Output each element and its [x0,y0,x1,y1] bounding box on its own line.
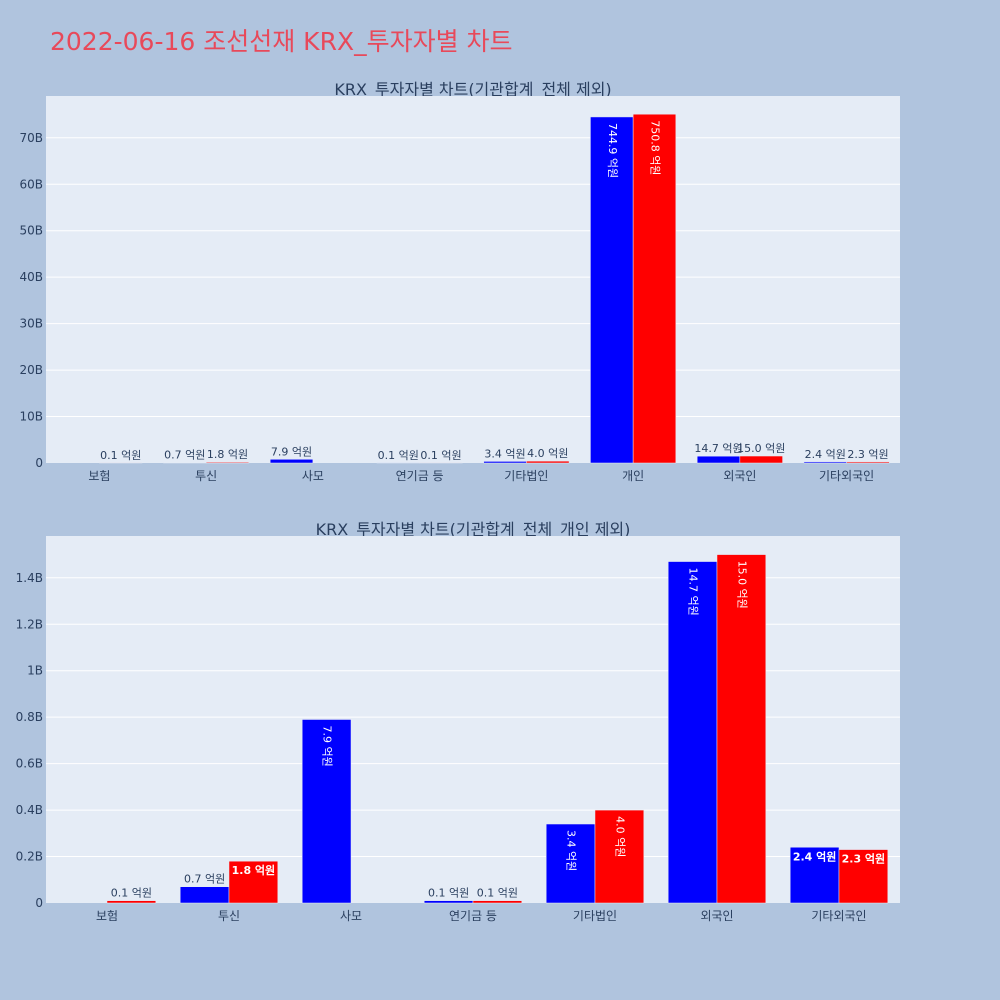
y-tick-label: 1B [27,664,43,678]
y-tick-label: 0.6B [16,757,43,771]
y-tick-label: 40B [19,270,43,284]
page-title: 2022-06-16 조선선재 KRX_투자자별 차트 [50,27,513,56]
x-tick-label: 기타외국인 [811,909,866,923]
x-tick-label: 사모 [302,469,324,483]
bar-label: 0.1 억원 [428,887,469,900]
y-tick-label: 70B [19,131,43,145]
y-tick-label: 30B [19,317,43,331]
plot-area [46,536,900,903]
bar-a [179,886,230,904]
x-tick-label: 투신 [195,469,217,483]
y-tick-label: 1.2B [16,617,43,631]
bar-b [838,849,889,904]
bar-b [594,809,645,904]
bar-a [483,461,527,464]
bar-a [789,847,840,904]
bar-b [846,461,890,464]
bar-label: 0.1 억원 [378,449,419,462]
y-tick-label: 0 [35,896,43,910]
bar-b [716,554,767,904]
x-tick-label: 투신 [218,909,240,923]
y-tick-label: 0.4B [16,803,43,817]
bar-a [269,459,314,464]
bar-label: 7.9 억원 [321,726,334,767]
y-tick-label: 0 [35,456,43,470]
y-tick-label: 0.2B [16,850,43,864]
x-tick-label: 보험 [88,469,110,483]
bar-label: 750.8 억원 [648,120,661,175]
bar-label: 4.0 억원 [613,816,626,857]
y-tick-label: 60B [19,177,43,191]
bar-label: 7.9 억원 [271,445,312,458]
bar-label: 0.1 억원 [111,887,152,900]
bar-a [590,116,634,464]
bar-b [472,900,523,904]
x-tick-label: 기타법인 [504,469,548,483]
x-tick-label: 외국인 [700,909,733,923]
chart-1-title: KRX_투자자별 차트(기관합계_전체 제외) [334,80,611,100]
bar-label: 2.3 억원 [847,448,888,461]
y-tick-label: 20B [19,363,43,377]
x-tick-label: 연기금 등 [396,469,444,483]
bar-label: 14.7 억원 [694,442,742,455]
bar-label: 744.9 억원 [606,123,619,178]
chart-2: KRX_투자자별 차트(기관합계_전체_개인 제외) 0 0.2B 0.4B 0.6B… [16,520,900,923]
bar-label: 4.0 억원 [527,447,568,460]
x-tick-label: 기타법인 [573,909,617,923]
x-tick-label: 사모 [340,909,362,923]
bar-a [696,455,741,464]
x-tick-label: 기타외국인 [819,469,874,483]
bar-label: 2.4 억원 [793,849,837,863]
bar-label: 0.1 억원 [420,449,461,462]
bar-label: 0.1 억원 [477,887,518,900]
x-tick-label: 보험 [96,909,118,923]
bar-a [423,900,474,904]
chart-2-title: KRX_투자자별 차트(기관합계_전체_개인 제외) [316,520,631,540]
x-tick-label: 외국인 [723,469,756,483]
bar-label: 0.7 억원 [164,449,205,462]
bar-label: 0.7 억원 [184,873,225,886]
bar-b [526,460,570,464]
bar-label: 14.7 억원 [687,568,700,616]
bar-b [739,455,783,464]
bar-label: 0.1 억원 [100,449,141,462]
bar-label: 1.8 억원 [232,863,276,877]
bar-b [205,461,250,464]
bar-label: 2.4 억원 [805,448,846,461]
plot-area [46,96,900,463]
bar-label: 3.4 억원 [565,830,578,871]
bar-a [803,461,847,464]
x-tick-label: 연기금 등 [449,909,497,923]
y-tick-label: 50B [19,224,43,238]
bar-b [106,900,157,904]
chart-1: KRX_투자자별 차트(기관합계_전체 제외) 0 10B 20B 30B 40B 50B… [19,80,900,483]
bar-label: 2.3 억원 [842,852,886,866]
bar-label: 3.4 억원 [484,447,525,460]
y-tick-label: 0.8B [16,710,43,724]
y-tick-label: 10B [19,410,43,424]
bar-label: 15.0 억원 [735,561,748,609]
y-tick-label: 1.4B [16,571,43,585]
bar-b [228,860,279,904]
bar-label: 15.0 억원 [737,442,785,455]
bar-a [545,823,596,904]
bar-a [301,719,352,904]
bar-label: 1.8 억원 [207,448,248,461]
x-tick-label: 개인 [622,469,644,483]
bar-b [632,113,677,464]
